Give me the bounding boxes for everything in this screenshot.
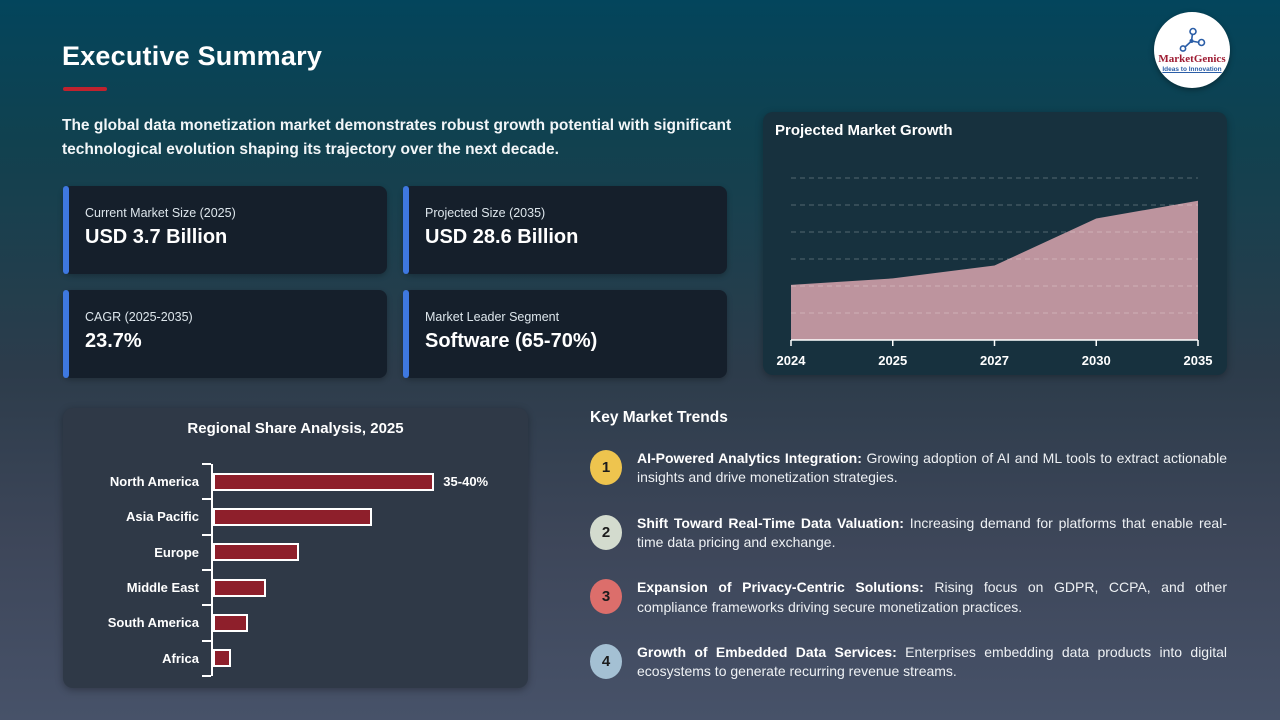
bar (213, 507, 373, 526)
bar-category-label: Middle East (126, 580, 199, 596)
logo-tagline: Ideas to Innovation (1162, 66, 1222, 74)
bar-category-label: Europe (154, 544, 199, 560)
trend-item-4: 4 Growth of Embedded Data Services: Ente… (590, 643, 1227, 682)
bar-track: 35-40% (202, 462, 518, 500)
trend-title: Growth of Embedded Data Services: (637, 643, 897, 660)
regional-share-chart: Regional Share Analysis, 2025 North Amer… (63, 408, 528, 688)
bar-row-middle-east: Middle East (77, 568, 518, 606)
trend-description: Growing adoption of AI and ML tools to e… (637, 450, 1227, 486)
intro-text: The global data monetization market demo… (62, 117, 732, 159)
stat-card-cagr: CAGR (2025-2035) 23.7% (63, 290, 387, 378)
trend-number-badge: 2 (590, 514, 622, 550)
bar-track (202, 533, 518, 570)
stat-value: USD 28.6 Billion (425, 226, 579, 248)
projected-market-growth-chart: 2024 2025 2027 2030 2035 Projected Market Gr… (763, 112, 1227, 375)
x-tick-label: 2024 (777, 353, 807, 368)
growth-area-plot: 2024 2025 2027 2030 2035 (777, 177, 1213, 368)
trend-title: AI-Powered Analytics Integration: (637, 450, 862, 466)
bar-category-label: South America (107, 615, 199, 631)
bar (213, 649, 231, 668)
title-accent-rule (63, 87, 107, 91)
bar-track (202, 498, 518, 535)
molecule-network-icon (1179, 27, 1206, 52)
x-tick-label: 2025 (878, 353, 907, 368)
stat-label: Current Market Size (2025) (85, 206, 236, 220)
stat-value: USD 3.7 Billion (85, 226, 228, 248)
bar (213, 543, 299, 562)
area-series (791, 200, 1198, 340)
x-tick-label: 2027 (980, 353, 1009, 368)
trend-title: Shift Toward Real-Time Data Valuation: (637, 514, 904, 531)
trends-heading: Key Market Trends (590, 409, 728, 426)
bar-row-north-america: North America 35-40% (77, 462, 518, 500)
stat-label: Projected Size (2035) (425, 206, 546, 220)
page-title: Executive Summary (62, 41, 323, 71)
bar (213, 472, 435, 491)
trend-text: AI-Powered Analytics Integration: Growin… (637, 449, 1227, 488)
trend-description: Rising focus on GDPR, CCPA, and other co… (637, 579, 1228, 615)
stat-label: Market Leader Segment (425, 310, 560, 324)
marketgenics-logo: MarketGenics Ideas to Innovation (1154, 12, 1230, 88)
stat-card-current-market-size: Current Market Size (2025) USD 3.7 Billi… (63, 186, 387, 274)
bar (213, 578, 267, 597)
trend-title: Expansion of Privacy-Centric Solutions: (637, 579, 924, 596)
x-tick-label: 2035 (1184, 353, 1213, 368)
trend-item-1: 1 AI-Powered Analytics Integration: Grow… (590, 449, 1227, 488)
trend-description: Enterprises embedding data products into… (637, 643, 1227, 680)
bar-track (202, 604, 518, 641)
trend-text: Growth of Embedded Data Services: Enterp… (637, 643, 1227, 682)
trend-list: 1 AI-Powered Analytics Integration: Grow… (590, 449, 1227, 682)
trend-number-badge: 1 (590, 450, 622, 485)
stat-value: Software (65-70%) (425, 330, 598, 352)
growth-chart-title: Projected Market Growth (775, 122, 953, 139)
stat-card-market-leader-segment: Market Leader Segment Software (65-70%) (403, 290, 727, 378)
bar-row-south-america: South America (77, 604, 518, 641)
x-tick-label: 2030 (1082, 353, 1111, 368)
trend-item-3: 3 Expansion of Privacy-Centric Solutions… (590, 578, 1227, 617)
stat-value: 23.7% (85, 330, 142, 352)
trend-number-badge: 3 (590, 579, 622, 615)
bar-category-label: Asia Pacific (126, 509, 199, 525)
trend-number-badge: 4 (590, 643, 622, 679)
bar-row-africa: Africa (77, 639, 518, 678)
bar-value-label: 35-40% (443, 474, 489, 490)
bar (213, 613, 249, 632)
trend-text: Expansion of Privacy-Centric Solutions: … (637, 578, 1227, 617)
bar-row-europe: Europe (77, 533, 518, 570)
logo-brand-name: MarketGenics (1158, 52, 1226, 65)
stat-card-projected-size: Projected Size (2035) USD 28.6 Billion (403, 186, 727, 274)
trend-item-2: 2 Shift Toward Real-Time Data Valuation:… (590, 514, 1227, 553)
bar-category-label: Africa (162, 650, 199, 666)
stat-label: CAGR (2025-2035) (85, 310, 193, 324)
key-market-trends: Key Market Trends 1 AI-Powered Analytics… (590, 409, 1227, 682)
bar-category-label: North America (109, 474, 199, 490)
trend-description: Increasing demand for platforms that ena… (637, 514, 1227, 550)
trend-text: Shift Toward Real-Time Data Valuation: I… (637, 514, 1227, 553)
regional-chart-title: Regional Share Analysis, 2025 (187, 420, 404, 437)
bar-track (202, 568, 518, 606)
stat-card-grid: Current Market Size (2025) USD 3.7 Billi… (63, 186, 727, 378)
bar-track (202, 639, 518, 678)
bar-rows: North America 35-40% Asia Pacific Europe Mid… (77, 462, 518, 678)
bar-row-asia-pacific: Asia Pacific (77, 498, 518, 535)
